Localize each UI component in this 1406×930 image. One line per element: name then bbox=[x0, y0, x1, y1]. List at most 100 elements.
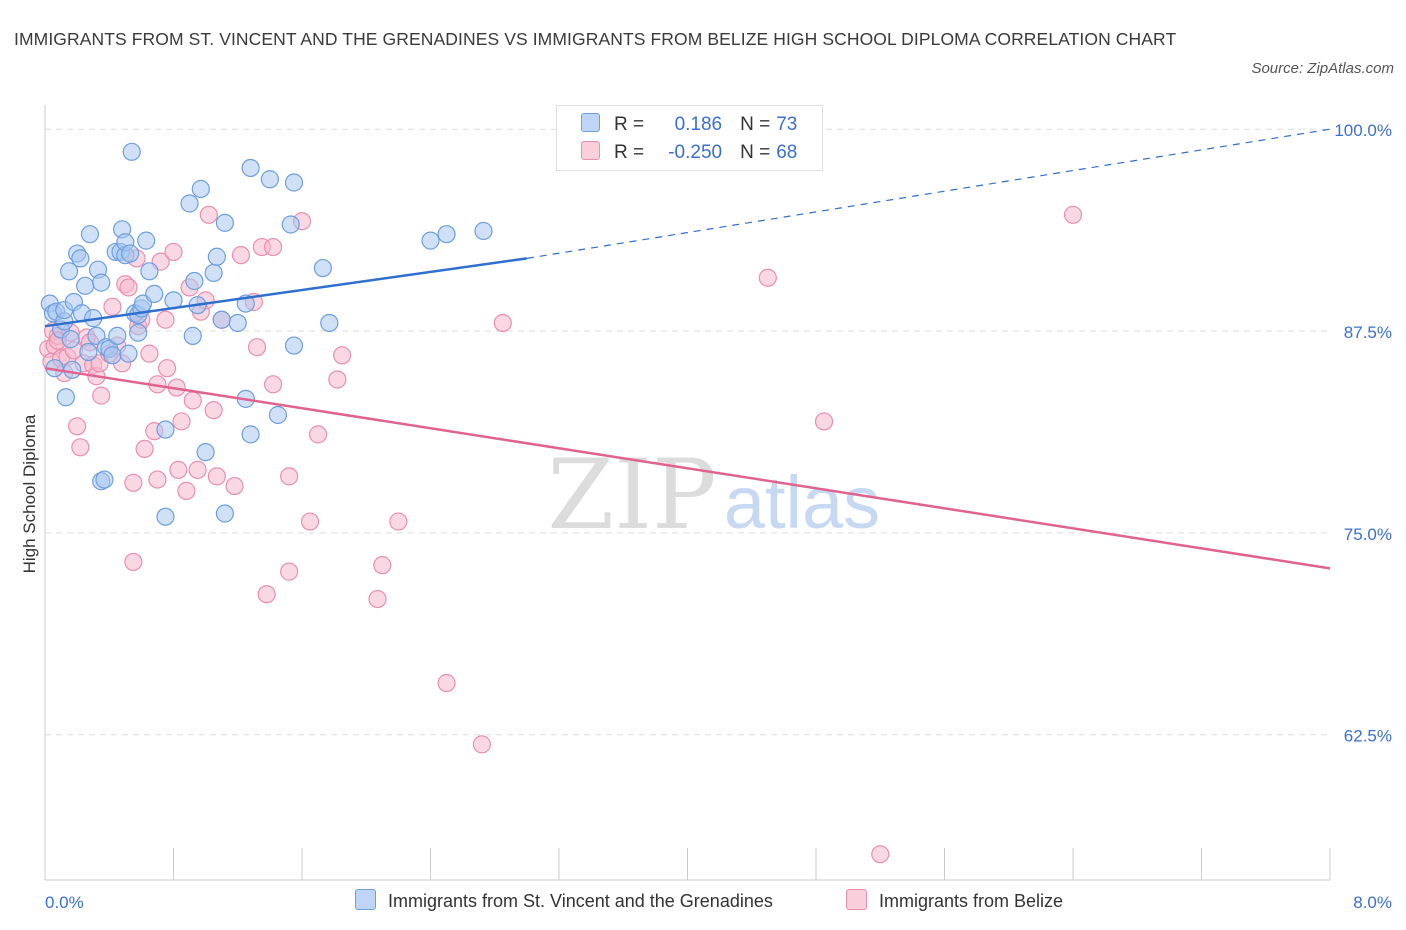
data-point-st-vincent bbox=[108, 326, 127, 345]
n-label: N = bbox=[740, 114, 771, 135]
x-tick-label: 0.0% bbox=[45, 893, 84, 912]
trend-lines bbox=[44, 128, 1331, 570]
legend-swatch-pink bbox=[581, 141, 600, 160]
trend-line-belize bbox=[44, 366, 1331, 570]
data-point-belize bbox=[368, 589, 387, 609]
data-point-belize bbox=[169, 460, 188, 479]
data-point-st-vincent bbox=[140, 262, 159, 281]
legend-swatch-blue bbox=[355, 889, 376, 910]
data-point-st-vincent bbox=[284, 336, 304, 355]
r-value: -0.250 bbox=[668, 142, 723, 163]
watermark-zip: ZIP bbox=[547, 439, 716, 551]
data-point-belize bbox=[247, 338, 267, 357]
data-point-st-vincent bbox=[122, 142, 141, 161]
data-point-st-vincent bbox=[71, 249, 90, 268]
n-label: N = bbox=[740, 142, 771, 163]
legend-row-belize: R = -0.250 N = 68 bbox=[581, 141, 797, 165]
axes bbox=[44, 105, 1331, 881]
data-point-st-vincent bbox=[183, 326, 202, 345]
data-point-belize bbox=[373, 556, 392, 575]
y-tick-label: 75.0% bbox=[1344, 525, 1392, 544]
data-point-st-vincent bbox=[56, 388, 75, 407]
data-point-st-vincent bbox=[437, 225, 456, 244]
data-point-st-vincent bbox=[320, 313, 339, 333]
data-point-belize bbox=[333, 346, 352, 365]
grid-lines bbox=[45, 128, 1330, 736]
data-point-st-vincent bbox=[156, 420, 175, 439]
data-point-belize bbox=[207, 467, 226, 486]
data-point-st-vincent bbox=[196, 443, 215, 462]
data-point-st-vincent bbox=[185, 271, 204, 291]
data-point-st-vincent bbox=[76, 276, 95, 295]
data-point-st-vincent bbox=[474, 221, 493, 241]
data-point-st-vincent bbox=[61, 330, 80, 349]
data-point-belize bbox=[188, 460, 207, 479]
data-point-st-vincent bbox=[79, 342, 98, 362]
data-point-st-vincent bbox=[92, 273, 111, 292]
series-legend: Immigrants from St. Vincent and the Gren… bbox=[0, 889, 1406, 915]
data-point-belize bbox=[92, 386, 111, 405]
legend-label: Immigrants from St. Vincent and the Gren… bbox=[388, 891, 773, 911]
data-point-st-vincent bbox=[260, 170, 279, 189]
data-point-belize bbox=[231, 246, 251, 265]
data-point-st-vincent bbox=[156, 507, 175, 526]
trend-line-st-vincent bbox=[44, 257, 528, 328]
data-point-belize bbox=[119, 278, 138, 297]
data-point-belize bbox=[814, 412, 834, 431]
data-point-st-vincent bbox=[207, 247, 226, 266]
y-tick-label: 87.5% bbox=[1344, 323, 1392, 342]
data-point-st-vincent bbox=[95, 470, 114, 489]
data-point-belize bbox=[177, 481, 196, 500]
data-point-belize bbox=[103, 297, 122, 316]
data-point-st-vincent bbox=[268, 405, 288, 425]
data-point-st-vincent bbox=[119, 344, 138, 363]
data-point-belize bbox=[263, 237, 283, 257]
r-label: R = bbox=[614, 142, 645, 163]
data-point-belize bbox=[300, 512, 320, 531]
data-point-st-vincent bbox=[129, 323, 148, 342]
data-point-st-vincent bbox=[215, 504, 234, 523]
data-point-belize bbox=[204, 401, 223, 420]
data-point-belize bbox=[257, 585, 276, 604]
legend-label: Immigrants from Belize bbox=[879, 891, 1064, 911]
data-point-belize bbox=[280, 467, 299, 486]
n-value: 68 bbox=[776, 142, 798, 163]
data-point-st-vincent bbox=[137, 231, 156, 250]
source-label: Source: ZipAtlas.com bbox=[1251, 60, 1394, 77]
data-point-belize bbox=[263, 375, 283, 394]
data-point-belize bbox=[871, 845, 890, 864]
n-value: 73 bbox=[776, 114, 798, 135]
data-point-belize bbox=[71, 438, 90, 457]
data-point-belize bbox=[148, 470, 167, 489]
data-point-st-vincent bbox=[121, 244, 140, 263]
data-point-belize bbox=[280, 562, 299, 581]
data-point-belize bbox=[389, 512, 408, 531]
data-point-st-vincent bbox=[421, 231, 440, 250]
trend-line-st-vincent-projection bbox=[526, 128, 1331, 259]
st-vincent-points bbox=[40, 142, 493, 526]
data-point-belize bbox=[157, 359, 177, 378]
x-tick-label: 8.0% bbox=[1353, 893, 1392, 912]
data-point-belize bbox=[156, 310, 175, 329]
data-point-belize bbox=[164, 242, 183, 262]
data-point-st-vincent bbox=[215, 213, 234, 232]
legend-item-st-vincent: Immigrants from St. Vincent and the Gren… bbox=[355, 889, 773, 912]
r-label: R = bbox=[614, 114, 645, 135]
data-point-belize bbox=[140, 344, 159, 363]
y-tick-label: 62.5% bbox=[1344, 727, 1392, 746]
data-point-belize bbox=[124, 473, 143, 492]
data-point-belize bbox=[472, 735, 491, 754]
data-point-belize bbox=[1063, 205, 1083, 224]
data-point-st-vincent bbox=[103, 346, 122, 365]
data-point-st-vincent bbox=[59, 262, 79, 281]
data-point-st-vincent bbox=[212, 310, 231, 329]
tick-labels: 62.5% 75.0% 87.5% 100.0% 0.0% 8.0% bbox=[45, 121, 1392, 912]
data-point-st-vincent bbox=[241, 425, 260, 444]
legend-swatch-pink bbox=[846, 889, 867, 910]
data-point-st-vincent bbox=[63, 360, 82, 379]
legend-swatch-blue bbox=[581, 113, 600, 132]
data-point-belize bbox=[172, 412, 191, 431]
watermark-atlas: atlas bbox=[724, 461, 880, 544]
data-point-belize bbox=[493, 313, 512, 333]
